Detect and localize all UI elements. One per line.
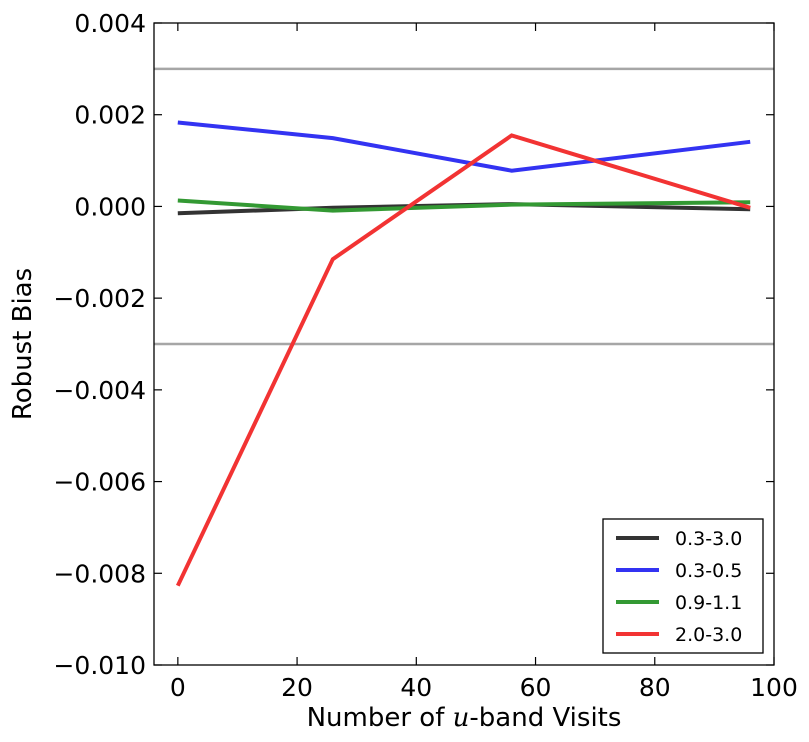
series-line-2.0-3.0 xyxy=(175,133,751,587)
x-tick-label: 0 xyxy=(170,673,186,702)
legend-label-2.0-3.0: 2.0-3.0 xyxy=(675,624,742,646)
legend-label-0.9-1.1: 0.9-1.1 xyxy=(675,592,742,614)
y-axis-label: Robust Bias xyxy=(8,268,38,420)
x-tick-label: 60 xyxy=(520,673,552,702)
y-tick-label: −0.008 xyxy=(53,559,146,588)
x-axis-label: Number of u-band Visits xyxy=(307,703,622,733)
x-tick-label: 100 xyxy=(750,673,798,702)
x-tick-label: 80 xyxy=(639,673,671,702)
y-tick-label: −0.002 xyxy=(53,284,146,313)
legend-label-0.3-0.5: 0.3-0.5 xyxy=(675,560,742,582)
y-tick-label: 0.002 xyxy=(74,101,146,130)
series-line-0.9-1.1 xyxy=(177,198,751,213)
x-tick-label: 20 xyxy=(281,673,313,702)
series-line-0.3-0.5 xyxy=(177,120,751,173)
y-tick-label: −0.004 xyxy=(53,376,146,405)
y-tick-label: 0.000 xyxy=(74,192,146,221)
y-tick-label: 0.004 xyxy=(74,9,146,38)
x-axis-label-suffix: -band Visits xyxy=(469,703,621,733)
legend-box xyxy=(602,518,764,654)
x-tick-label: 40 xyxy=(400,673,432,702)
reference-lines xyxy=(154,67,774,346)
y-axis-ticks: −0.010 −0.008 −0.006 −0.004 −0.002 0.000 0.002… xyxy=(53,9,774,680)
plot-area-frame xyxy=(153,22,775,666)
y-tick-label: −0.010 xyxy=(53,651,146,680)
series-lines xyxy=(175,120,751,587)
y-tick-label: −0.006 xyxy=(53,468,146,497)
x-axis-label-prefix: Number of xyxy=(307,703,453,733)
x-axis-ticks: 0 20 40 60 80 100 xyxy=(170,23,798,702)
x-axis-label-variable: u xyxy=(453,703,470,733)
legend: 0.3-3.0 0.3-0.5 0.9-1.1 2.0-3.0 xyxy=(602,518,764,654)
legend-label-0.3-3.0: 0.3-3.0 xyxy=(675,528,742,550)
